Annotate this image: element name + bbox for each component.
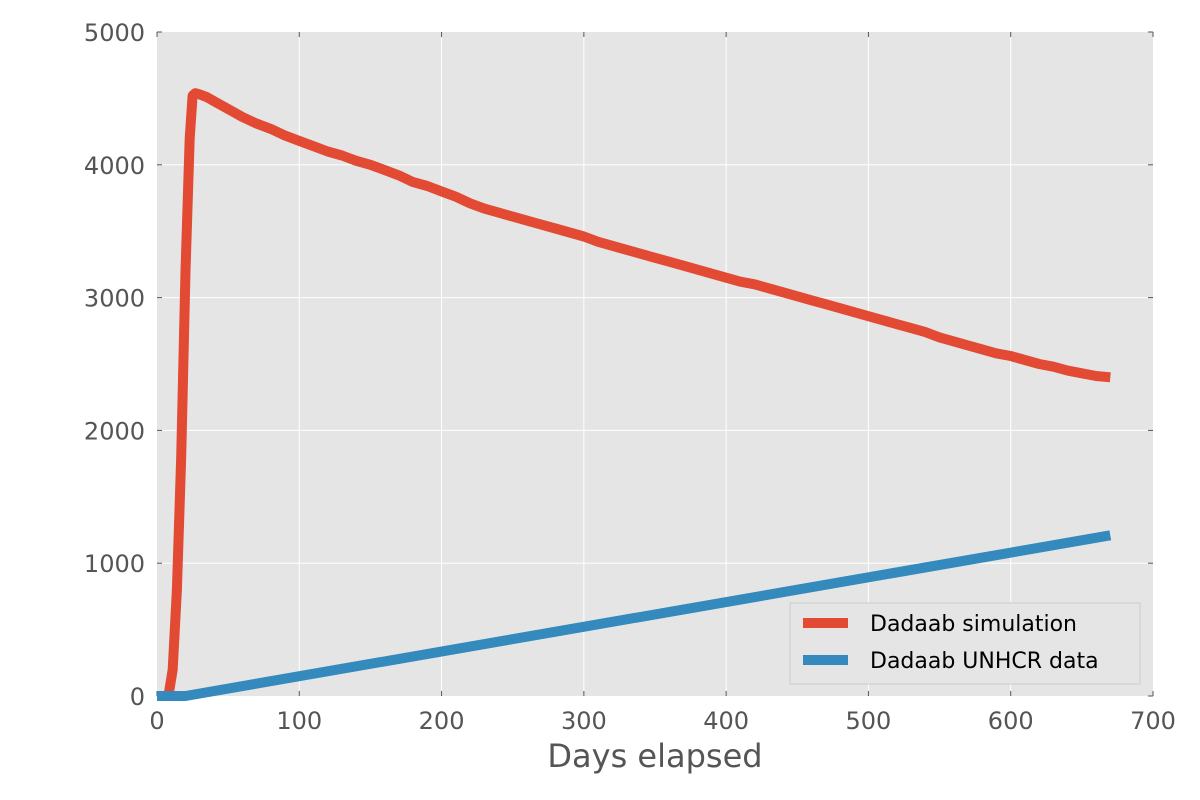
y-tick-label: 3000 xyxy=(84,285,145,313)
legend-box xyxy=(789,602,1141,685)
legend-label-simulation: Dadaab simulation xyxy=(870,612,1077,637)
series-line-0 xyxy=(157,88,1111,701)
y-tick-labels: 0 1000 2000 3000 4000 5000 xyxy=(84,19,145,711)
y-tick-label: 1000 xyxy=(84,550,145,578)
tick-marks xyxy=(156,31,1154,697)
y-tick-label: 4000 xyxy=(84,152,145,180)
x-tick-label: 100 xyxy=(276,707,322,735)
x-tick-label: 500 xyxy=(846,707,892,735)
series-lines xyxy=(157,88,1112,701)
x-tick-labels: 0 100 200 300 400 500 600 700 xyxy=(149,707,1176,735)
grid-lines xyxy=(157,32,1153,696)
x-tick-label: 400 xyxy=(703,707,749,735)
x-tick-label: 300 xyxy=(561,707,607,735)
legend-label-unhcr: Dadaab UNHCR data xyxy=(870,649,1099,674)
y-tick-label: 5000 xyxy=(84,19,145,47)
legend: Dadaab simulation Dadaab UNHCR data xyxy=(789,602,1141,685)
plot-background xyxy=(157,32,1153,696)
series-line-1 xyxy=(157,530,1112,701)
x-tick-label: 700 xyxy=(1130,707,1176,735)
x-axis-title: Days elapsed xyxy=(547,737,762,775)
x-tick-label: 200 xyxy=(419,707,465,735)
x-tick-label: 0 xyxy=(149,707,164,735)
y-tick-label: 2000 xyxy=(84,417,145,445)
y-tick-label: 0 xyxy=(130,683,145,711)
x-tick-label: 600 xyxy=(988,707,1034,735)
